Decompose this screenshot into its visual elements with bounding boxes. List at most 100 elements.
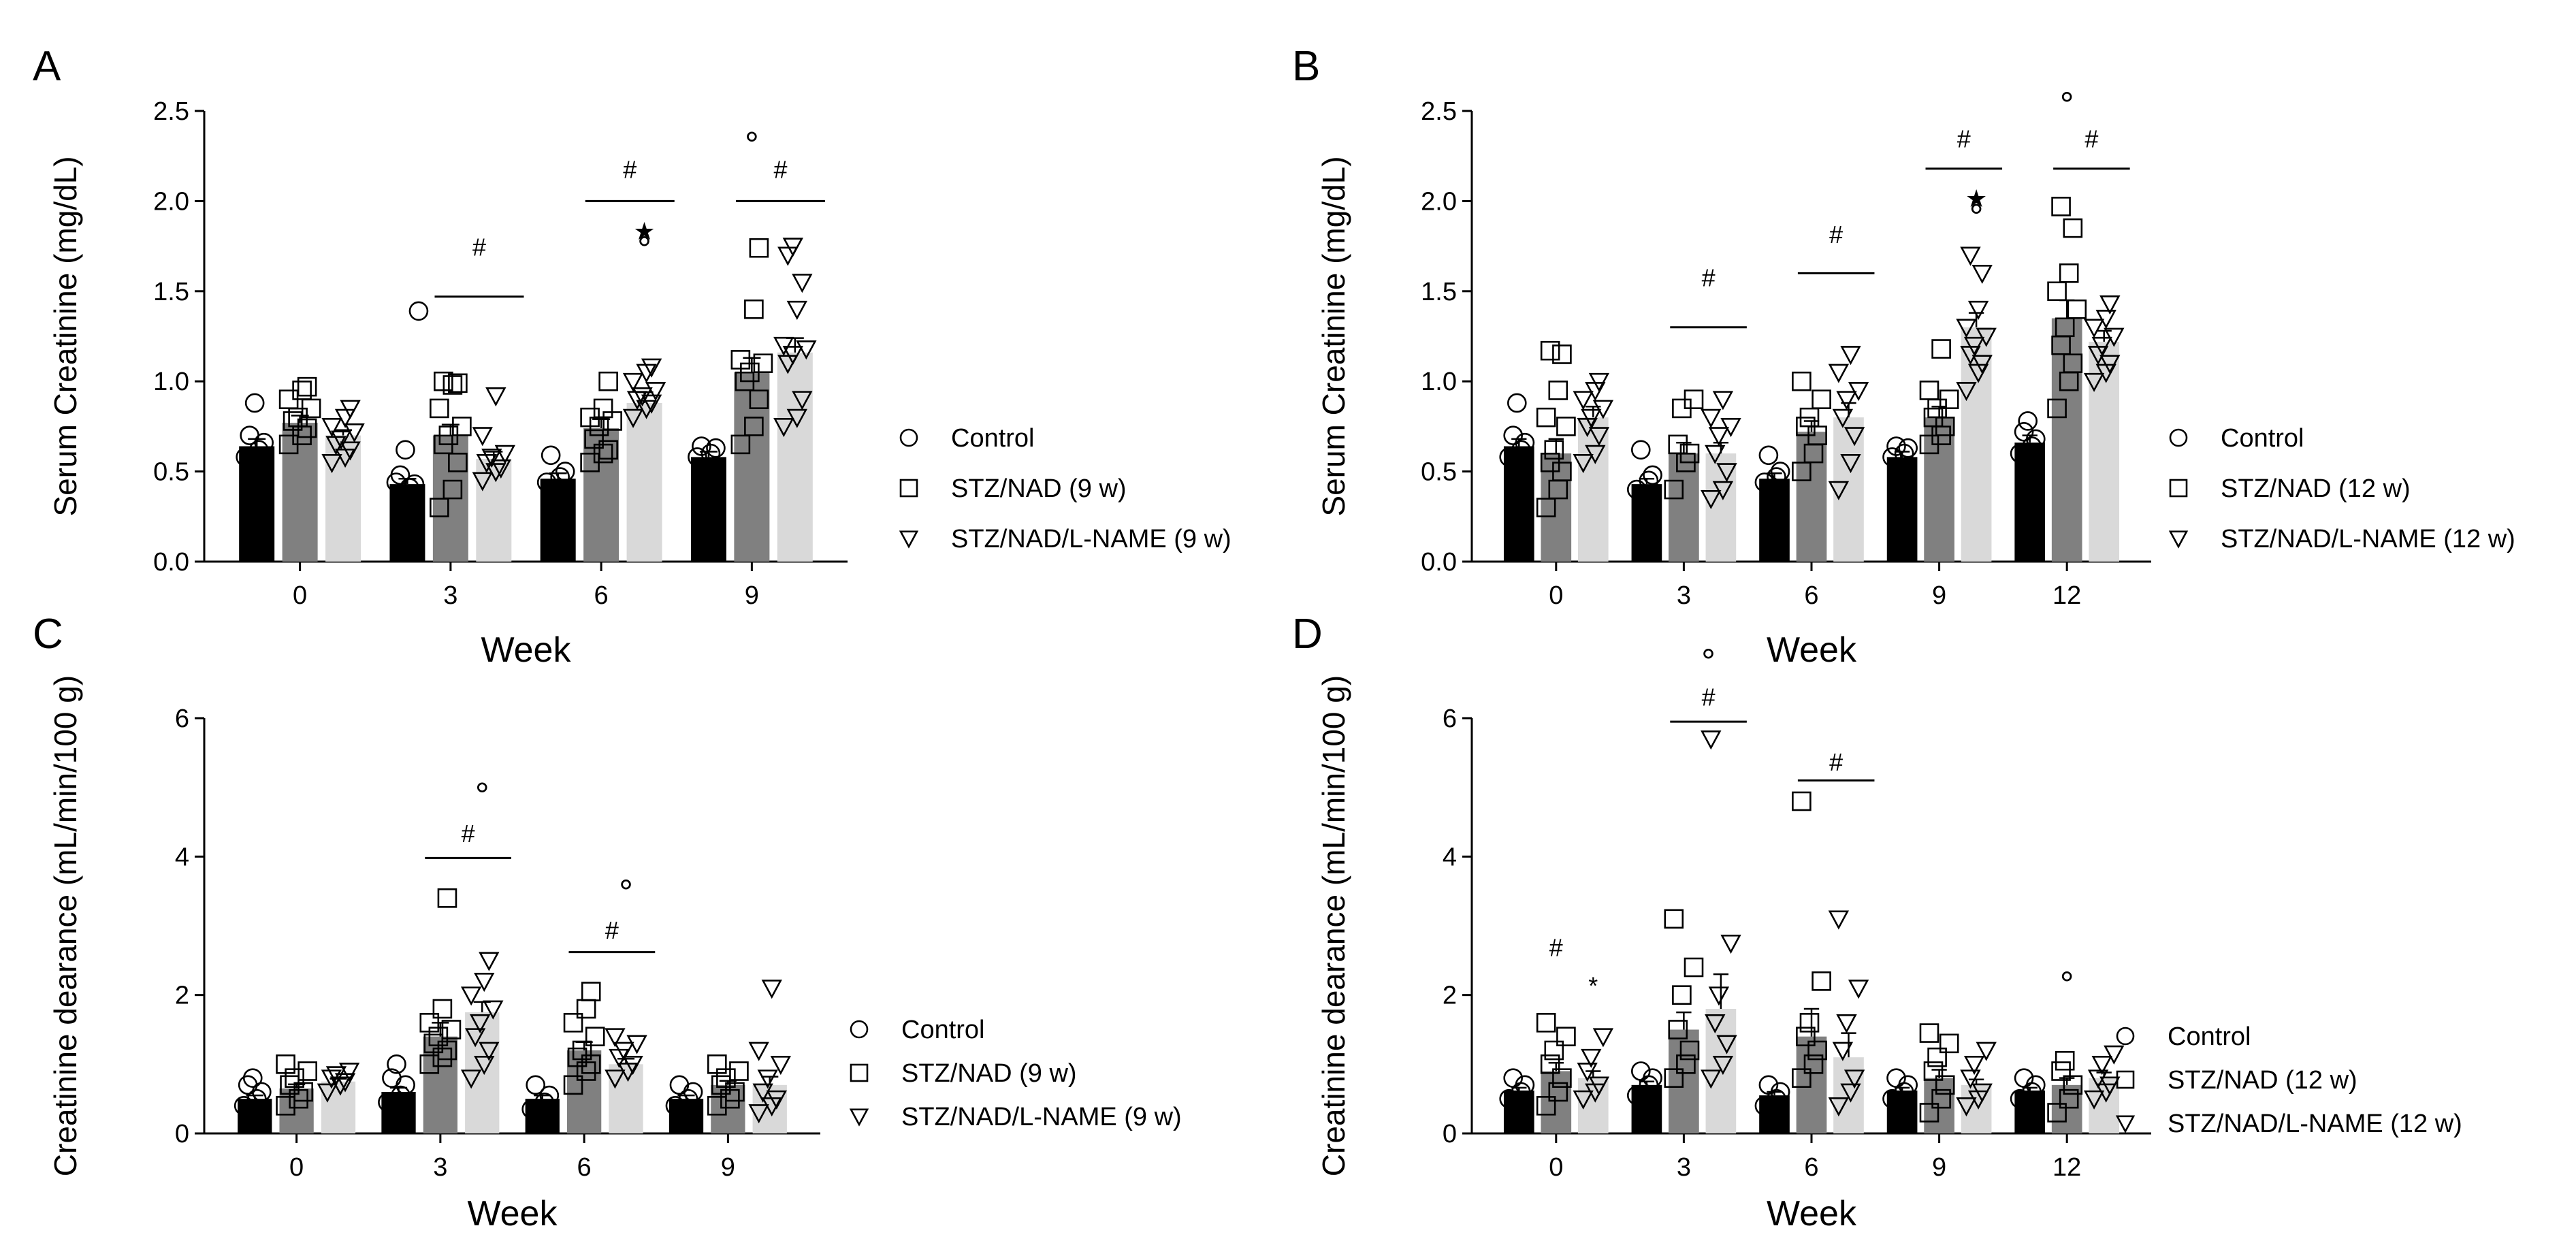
data-point — [276, 1054, 295, 1074]
data-point — [1552, 344, 1572, 364]
significance-symbol: # — [462, 820, 475, 848]
data-point — [1767, 467, 1786, 487]
bar — [1541, 453, 1572, 562]
data-point — [404, 474, 425, 494]
significance-symbol: ° — [2060, 86, 2074, 125]
data-point — [1792, 791, 1812, 811]
significance-symbol: # — [605, 916, 619, 944]
bar — [1631, 1084, 1662, 1133]
x-axis-title: Week — [1767, 630, 1857, 670]
y-tick-label: 0.0 — [1421, 548, 1457, 577]
data-point — [749, 389, 769, 409]
data-point — [434, 371, 453, 391]
data-point — [432, 999, 453, 1019]
data-point — [1898, 1075, 1918, 1095]
data-point — [1898, 438, 1918, 458]
legend-label: STZ/NAD (9 w) — [901, 1059, 1077, 1088]
data-point — [1536, 1013, 1556, 1033]
data-point — [598, 440, 618, 460]
data-point — [593, 398, 613, 419]
data-point — [1581, 408, 1602, 428]
data-point — [2059, 1088, 2079, 1109]
x-tick-label: 6 — [1804, 1153, 1818, 1182]
data-point — [782, 238, 803, 257]
significance-symbol: # — [773, 156, 787, 184]
data-point — [1588, 427, 1610, 447]
bar — [1886, 1090, 1918, 1133]
data-point — [1927, 1047, 1947, 1067]
data-point — [1960, 1069, 1981, 1089]
data-point — [526, 1075, 545, 1095]
legend-marker — [899, 479, 918, 498]
data-point — [1499, 1088, 1519, 1109]
data-point — [632, 387, 653, 407]
y-tick-label: 0.0 — [153, 548, 189, 577]
x-tick-label: 3 — [1677, 581, 1691, 610]
data-point — [766, 1090, 787, 1110]
data-point — [1792, 462, 1812, 481]
data-point — [472, 427, 493, 447]
data-point — [563, 1075, 583, 1095]
y-tick-label: 0 — [175, 1120, 189, 1148]
data-point — [645, 382, 666, 402]
data-point — [1886, 436, 1906, 456]
data-point — [1626, 1085, 1647, 1106]
y-tick-label: 0.5 — [1421, 458, 1457, 487]
data-point — [1812, 389, 1831, 409]
panel-b-serum-creatinine-12w: 0.0 0.5 1.0 1.5 2.0 2.5 0 3 6 9 12 Week Serum Creati… — [1316, 86, 2515, 670]
data-point — [1716, 1035, 1737, 1054]
y-tick-label: 2.5 — [153, 97, 189, 126]
y-tick-label: 1.5 — [1421, 278, 1457, 306]
data-point — [1976, 1042, 1997, 1061]
data-point — [276, 1096, 295, 1116]
data-point — [1836, 391, 1857, 410]
bar — [2051, 318, 2082, 562]
data-point — [1792, 1068, 1812, 1088]
data-point — [2099, 295, 2121, 315]
data-point — [563, 1013, 583, 1033]
data-point — [1536, 1096, 1556, 1116]
significance-symbol: ° — [2060, 965, 2074, 1004]
data-point — [1886, 1068, 1906, 1088]
data-point — [2067, 299, 2087, 319]
y-tick-label: 4 — [175, 843, 189, 871]
legend-label: STZ/NAD/L-NAME (12 w) — [2168, 1110, 2462, 1138]
data-point — [1956, 319, 1977, 338]
data-point — [1552, 1068, 1572, 1088]
y-axis-title: Serum Creatinine (mg/dL) — [1316, 156, 1351, 516]
data-point — [460, 986, 482, 1006]
data-point — [744, 417, 764, 436]
data-point — [1588, 372, 1610, 392]
data-point — [581, 982, 601, 1001]
data-point — [567, 1047, 587, 1067]
data-point — [555, 462, 575, 481]
legend-marker — [899, 428, 918, 447]
data-point — [1577, 1063, 1598, 1082]
data-point — [396, 440, 415, 460]
legend-marker — [899, 530, 919, 549]
data-point — [1971, 264, 1993, 285]
data-point — [752, 1083, 773, 1103]
bar — [465, 1012, 500, 1133]
data-point — [2047, 1103, 2067, 1123]
x-tick-label: 3 — [433, 1153, 447, 1182]
bar — [325, 435, 361, 562]
data-point — [485, 463, 506, 483]
data-point — [1963, 1055, 1985, 1076]
bar — [239, 446, 275, 562]
bar — [583, 428, 619, 562]
data-point — [494, 445, 516, 464]
y-tick-label: 0 — [1443, 1120, 1457, 1148]
data-point — [605, 1069, 626, 1089]
data-point — [1919, 1103, 1939, 1123]
data-point — [1754, 1096, 1775, 1116]
data-point — [2026, 429, 2046, 449]
x-tick-label: 3 — [443, 581, 457, 610]
bar — [279, 1088, 314, 1133]
data-point — [730, 350, 751, 370]
significance-symbol: ° — [475, 776, 489, 816]
data-point — [757, 1069, 778, 1089]
data-point — [1664, 909, 1684, 929]
data-point — [1716, 463, 1737, 483]
